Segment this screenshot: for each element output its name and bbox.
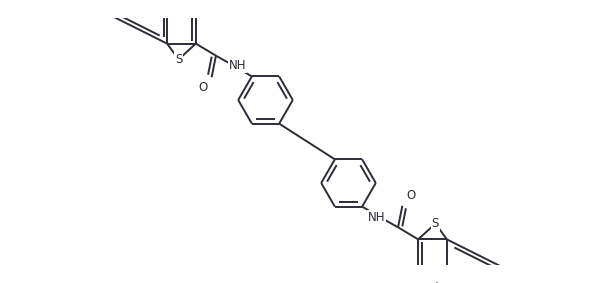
Text: Cl: Cl bbox=[428, 282, 440, 283]
Text: Cl: Cl bbox=[206, 0, 217, 1]
Text: NH: NH bbox=[368, 211, 385, 224]
Text: S: S bbox=[432, 217, 439, 230]
Text: O: O bbox=[406, 189, 416, 202]
Text: NH: NH bbox=[229, 59, 246, 72]
Text: O: O bbox=[198, 81, 208, 94]
Text: S: S bbox=[175, 53, 182, 66]
